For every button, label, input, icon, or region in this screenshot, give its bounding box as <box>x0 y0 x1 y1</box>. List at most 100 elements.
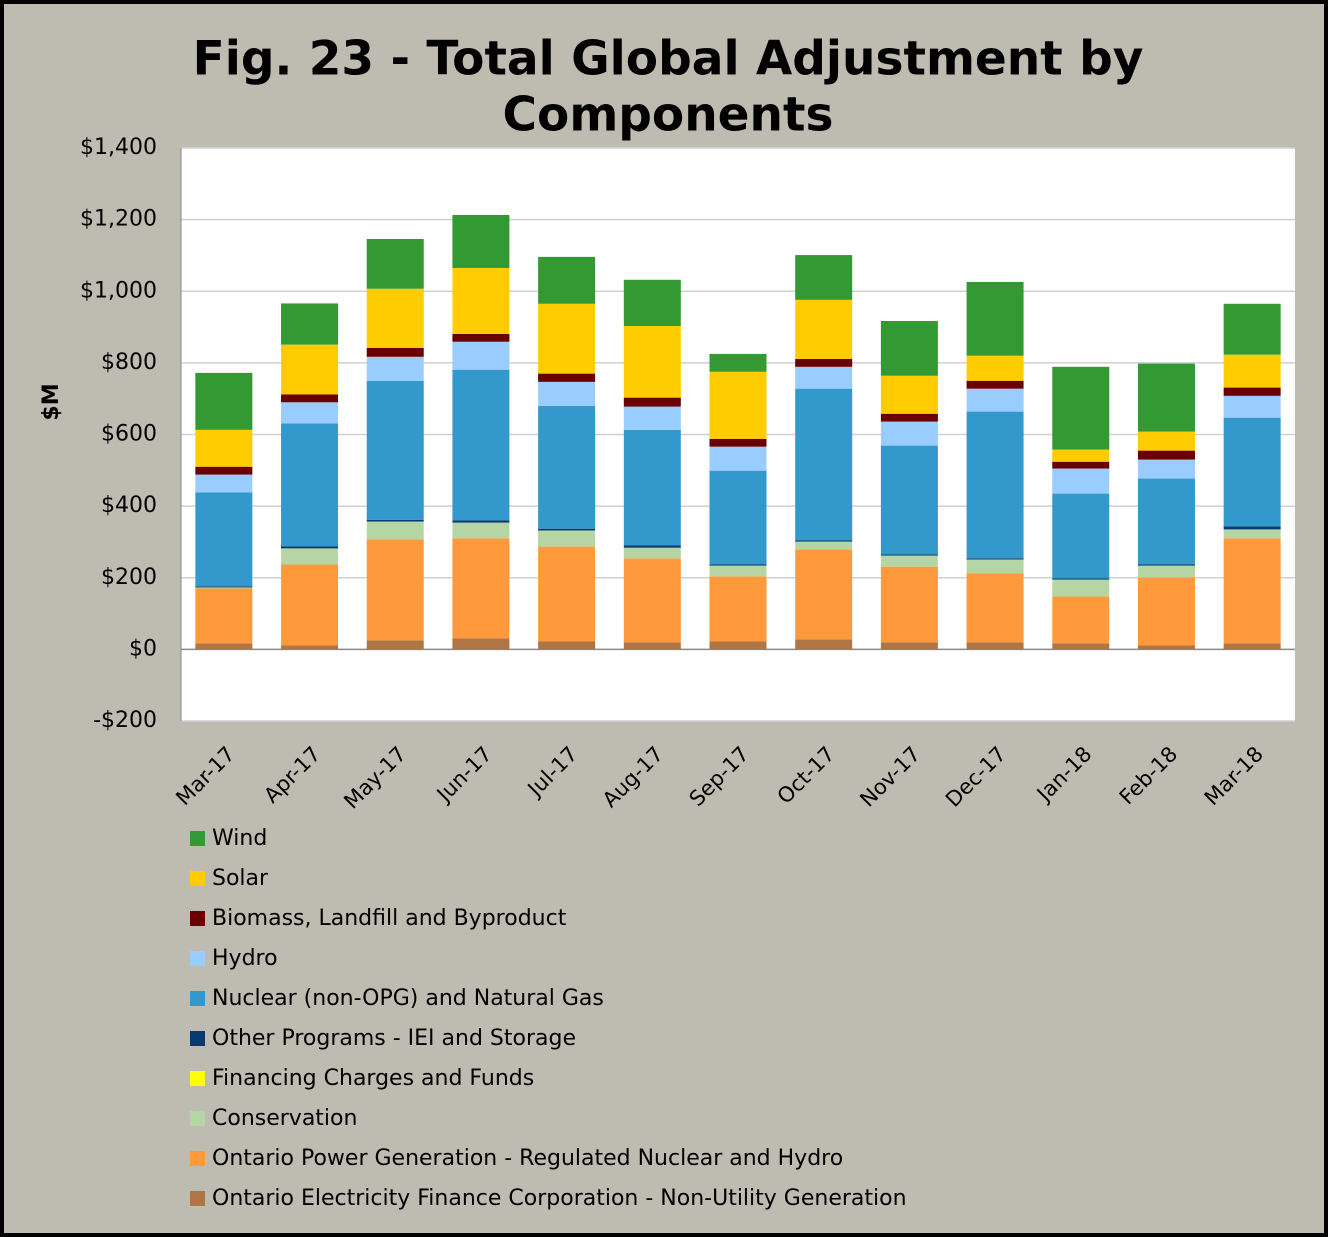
bar-segment <box>195 643 253 650</box>
legend-swatch <box>190 1111 205 1126</box>
y-tick-label: $400 <box>101 493 157 518</box>
bar-segment <box>880 445 938 555</box>
bar-segment <box>452 522 510 539</box>
bar-segment <box>366 539 424 641</box>
chart-title: Components <box>503 88 834 143</box>
bar-segment <box>1052 461 1110 469</box>
bar-segment <box>452 520 510 523</box>
bar-segment <box>195 588 253 644</box>
bar-segment <box>623 325 681 398</box>
bar-segment <box>1137 478 1195 565</box>
bar-segment <box>709 446 767 471</box>
bar-segment <box>623 642 681 650</box>
legend-label: Solar <box>212 866 269 891</box>
bar-segment <box>195 372 253 430</box>
y-tick-label: $1,400 <box>80 135 157 160</box>
bar-segment <box>366 521 424 540</box>
bar-segment <box>966 380 1024 389</box>
bar-segment <box>538 641 596 650</box>
bar-segment <box>795 299 853 359</box>
bar-segment <box>795 255 853 300</box>
legend-label: Financing Charges and Funds <box>212 1066 534 1091</box>
bar-segment <box>1223 643 1281 650</box>
bar-segment <box>795 540 853 542</box>
bar-segment <box>195 492 253 587</box>
bar-segment <box>795 358 853 367</box>
bar-segment <box>795 366 853 389</box>
legend-label: Wind <box>212 826 267 851</box>
bar-segment <box>538 530 596 547</box>
bar-segment <box>1052 468 1110 494</box>
bar-segment <box>1137 645 1195 650</box>
bar-segment <box>281 303 339 345</box>
bar-segment <box>538 381 596 406</box>
bar-segment <box>281 344 339 395</box>
bar-segment <box>880 554 938 556</box>
bar-segment <box>1137 363 1195 432</box>
bar-segment <box>452 369 510 521</box>
bar-segment <box>281 548 339 565</box>
bar-segment <box>795 639 853 650</box>
legend-label: Hydro <box>212 946 278 971</box>
bar-segment <box>623 558 681 643</box>
bar-segment <box>966 388 1024 412</box>
bar-segment <box>281 645 339 650</box>
bar-segment <box>281 423 339 547</box>
bar-segment <box>452 267 510 334</box>
bar-segment <box>366 380 424 520</box>
bar-segment <box>795 549 853 640</box>
bar-segment <box>538 528 596 531</box>
bar-segment <box>880 642 938 650</box>
y-tick-label: -$200 <box>93 708 157 733</box>
bar-segment <box>538 303 596 374</box>
bar-segment <box>1223 526 1281 530</box>
bar-segment <box>538 546 596 642</box>
legend-label: Conservation <box>212 1106 357 1131</box>
bar-segment <box>1137 577 1195 646</box>
bar-segment <box>281 564 339 646</box>
bar-segment <box>538 405 596 529</box>
bar-segment <box>1052 579 1110 597</box>
bar-segment <box>1137 459 1195 479</box>
bar-segment <box>195 474 253 493</box>
bar-segment <box>709 576 767 642</box>
legend-label: Ontario Electricity Finance Corporation … <box>212 1186 907 1211</box>
bar-segment <box>709 565 767 577</box>
bar-segment <box>452 341 510 370</box>
bar-segment <box>623 545 681 548</box>
y-tick-label: $0 <box>129 636 157 661</box>
bar-segment <box>709 371 767 439</box>
bar-segment <box>366 347 424 357</box>
bar-segment <box>966 559 1024 574</box>
bar-segment <box>880 413 938 422</box>
bar-segment <box>1223 354 1281 388</box>
legend-swatch <box>190 951 205 966</box>
bar-segment <box>366 288 424 348</box>
bar-segment <box>195 429 253 467</box>
bar-segment <box>709 564 767 566</box>
bar-segment <box>1223 387 1281 396</box>
bar-segment <box>538 256 596 304</box>
bar-segment <box>452 638 510 650</box>
y-tick-label: $800 <box>101 350 157 375</box>
legend-swatch <box>190 1191 205 1206</box>
bar-segment <box>1223 303 1281 355</box>
bar-segment <box>795 541 853 550</box>
bar-segment <box>1052 449 1110 462</box>
bar-segment <box>1223 395 1281 418</box>
legend-swatch <box>190 1071 205 1086</box>
bar-segment <box>366 356 424 381</box>
bar-segment <box>281 546 339 549</box>
bar-segment <box>1223 529 1281 539</box>
legend-label: Nuclear (non-OPG) and Natural Gas <box>212 986 604 1011</box>
bar-segment <box>452 333 510 342</box>
legend-label: Biomass, Landfill and Byproduct <box>212 906 567 931</box>
bar-segment <box>880 375 938 414</box>
bar-segment <box>1223 538 1281 644</box>
chart-title: Fig. 23 - Total Global Adjustment by <box>193 32 1144 87</box>
y-tick-label: $600 <box>101 422 157 447</box>
bar-segment <box>366 519 424 522</box>
bar-segment <box>1137 450 1195 460</box>
bar-segment <box>709 641 767 650</box>
bar-segment <box>623 397 681 407</box>
